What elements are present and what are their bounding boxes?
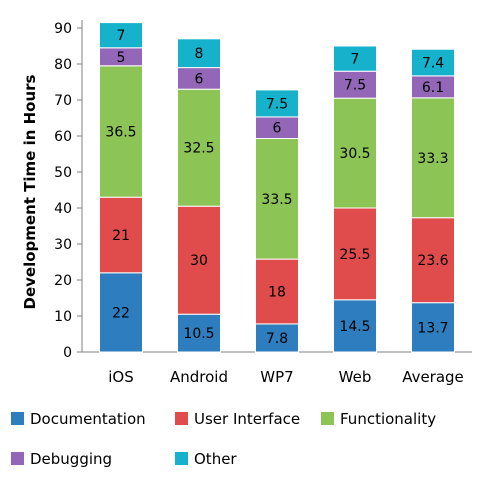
legend-label: Documentation — [30, 410, 146, 428]
y-axis-label: Development Time in Hours — [21, 74, 39, 309]
data-label: 7.4 — [422, 56, 444, 72]
data-label: 13.7 — [417, 320, 448, 336]
data-label: 25.5 — [339, 247, 370, 263]
data-label: 5 — [117, 50, 126, 66]
y-tick-label: 10 — [54, 309, 72, 325]
y-tick-label: 40 — [54, 201, 72, 217]
data-label: 33.5 — [261, 192, 292, 208]
legend-swatch — [11, 452, 24, 465]
data-label: 14.5 — [339, 319, 370, 335]
x-tick-label: Android — [170, 368, 228, 386]
data-label: 7 — [351, 52, 360, 68]
legend-label: Functionality — [340, 410, 436, 428]
data-label: 6 — [273, 121, 282, 137]
legend-swatch — [321, 412, 334, 425]
data-label: 36.5 — [105, 125, 136, 141]
x-tick-label: WP7 — [260, 368, 293, 386]
y-tick-label: 60 — [54, 129, 72, 145]
y-tick-label: 0 — [63, 345, 72, 361]
data-label: 7.5 — [344, 78, 366, 94]
x-tick-label: iOS — [108, 368, 134, 386]
y-tick-label: 80 — [54, 57, 72, 73]
data-label: 30.5 — [339, 146, 370, 162]
data-label: 8 — [195, 46, 204, 62]
data-label: 18 — [268, 285, 286, 301]
x-tick-label: Average — [402, 368, 464, 386]
legend-label: User Interface — [194, 410, 300, 428]
data-label: 21 — [112, 228, 130, 244]
data-label: 7.5 — [266, 96, 288, 112]
legend: Documentation User Interface Functionality… — [11, 410, 436, 468]
y-tick-label: 70 — [54, 93, 72, 109]
y-tick-label: 50 — [54, 165, 72, 181]
data-label: 7 — [117, 28, 126, 44]
data-label: 22 — [112, 305, 130, 321]
legend-swatch — [175, 452, 188, 465]
legend-label: Debugging — [30, 450, 112, 468]
legend-swatch — [175, 412, 188, 425]
legend-swatch — [11, 412, 24, 425]
data-label: 32.5 — [183, 141, 214, 157]
data-label: 33.3 — [417, 151, 448, 167]
y-tick-label: 90 — [54, 21, 72, 37]
y-tick-label: 30 — [54, 237, 72, 253]
data-label: 6.1 — [422, 80, 444, 96]
data-label: 23.6 — [417, 253, 448, 269]
data-label: 30 — [190, 253, 208, 269]
axes: 0 10 20 30 40 50 60 70 80 90 Development Time in H… — [21, 20, 472, 386]
legend-label: Other — [194, 450, 237, 468]
x-tick-label: Web — [339, 368, 372, 386]
data-label: 6 — [195, 71, 204, 87]
data-label: 10.5 — [183, 326, 214, 342]
data-label: 7.8 — [266, 331, 288, 347]
bars: 22 21 36.5 5 7 10.5 30 32.5 6 8 7.8 18 33.5 6 7.5 14.5 2… — [100, 23, 455, 352]
y-tick-label: 20 — [54, 273, 72, 289]
